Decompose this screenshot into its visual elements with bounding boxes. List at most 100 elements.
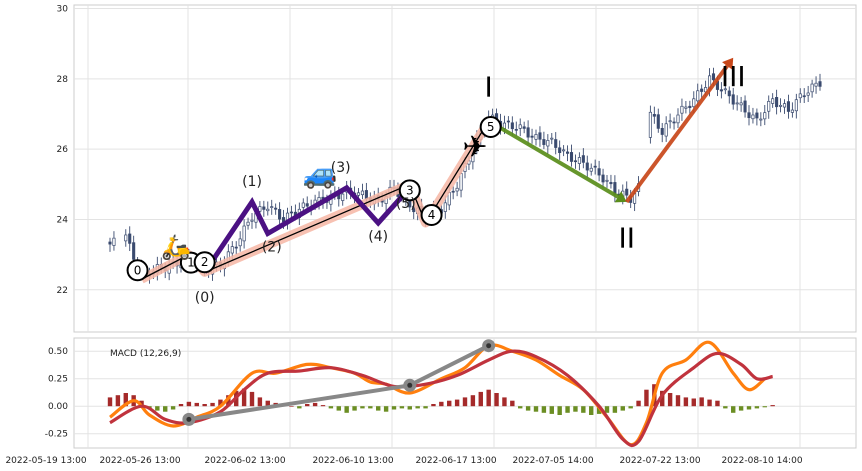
candle-body <box>593 165 597 168</box>
macd-legend: MACD (12,26,9) <box>110 349 181 359</box>
wave-label-3: 3 <box>406 183 414 197</box>
macd-xtick-label: 2022-05-19 13:00 <box>5 456 86 466</box>
candle-body <box>530 135 534 138</box>
macd-histogram-bar <box>241 388 247 407</box>
macd-histogram-bar <box>770 405 775 407</box>
macd-histogram-bar <box>202 404 207 407</box>
macd-histogram-bar <box>667 393 673 407</box>
macd-histogram-bar <box>604 406 610 413</box>
candle-body <box>755 112 759 119</box>
macd-ytick-label: 0.00 <box>48 402 68 412</box>
macd-histogram-bar <box>525 406 531 411</box>
candle-body <box>289 211 293 214</box>
candle-body <box>234 246 238 249</box>
candle-body <box>818 81 822 87</box>
candle-body <box>274 207 278 210</box>
macd-histogram-bar <box>762 406 767 408</box>
candle-body <box>230 246 234 254</box>
candle-body <box>554 139 558 148</box>
macd-histogram-bar <box>391 406 397 410</box>
macd-histogram-bar <box>723 406 728 409</box>
macd-histogram-bar <box>699 397 704 407</box>
candle-body <box>798 93 802 99</box>
macd-histogram-bar <box>186 401 192 407</box>
macd-histogram-bar <box>731 406 736 413</box>
candle-body <box>364 190 368 200</box>
candle-body <box>597 168 601 176</box>
subwave-label: (3) <box>331 160 351 176</box>
candle-body <box>238 238 242 247</box>
candle-body <box>250 219 254 222</box>
macd-xtick-label: 2022-07-22 13:00 <box>619 456 700 466</box>
candle-body <box>455 187 459 192</box>
candle-body <box>680 105 684 114</box>
price-ytick-label: 22 <box>57 286 68 296</box>
macd-histogram-bar <box>573 406 578 412</box>
wave-label-circle <box>193 251 216 274</box>
candle-body <box>443 202 447 212</box>
macd-histogram-bar <box>494 393 499 407</box>
candle-body <box>451 190 455 193</box>
macd-histogram-bar <box>581 406 586 413</box>
macd-ytick-label: 0.50 <box>48 347 68 357</box>
macd-histogram-bar <box>660 390 665 407</box>
arrow-wave-ii-shaft <box>487 119 620 199</box>
candle-body <box>625 188 629 196</box>
macd-histogram-bar <box>644 389 649 407</box>
candle-body <box>124 234 128 242</box>
macd-histogram-bar <box>518 406 523 409</box>
macd-xtick-label: 2022-06-02 13:00 <box>204 456 285 466</box>
candle-body <box>782 103 787 108</box>
macd-histogram-bar <box>683 397 689 407</box>
car-icon: 🚙 <box>303 157 338 190</box>
candle-body <box>108 241 112 245</box>
candle-body <box>779 104 783 107</box>
candle-body <box>656 114 660 129</box>
candle-body <box>660 127 664 135</box>
macd-histogram-bar <box>123 393 128 407</box>
macd-marker-dot-center <box>486 343 492 349</box>
subwave-label: (0) <box>195 290 215 306</box>
arrow-wave-iii-shaft <box>625 64 729 204</box>
macd-histogram-bar <box>557 406 562 415</box>
macd-histogram-bar <box>533 406 539 412</box>
candle-body <box>802 95 806 98</box>
candle-body <box>696 90 700 102</box>
wave-label-circle <box>126 259 149 282</box>
macd-histogram-bar <box>715 400 720 407</box>
candle-body <box>601 174 605 183</box>
macd-histogram-bar <box>297 406 302 409</box>
macd-histogram-bar <box>194 402 199 407</box>
candle-body <box>810 83 814 93</box>
wave-label-0: 0 <box>134 263 142 277</box>
macd-histogram-bar <box>549 406 554 414</box>
wave-label-4: 4 <box>428 208 436 222</box>
macd-histogram-bar <box>541 406 547 413</box>
macd-histogram-bar <box>163 406 168 412</box>
macd-xtick-label: 2022-06-10 13:00 <box>312 456 393 466</box>
macd-histogram-bar <box>470 395 476 407</box>
candle-body <box>341 193 345 201</box>
macd-histogram-bar <box>383 406 389 412</box>
candle-body <box>522 126 526 129</box>
macd-histogram-bar <box>218 399 223 407</box>
scooter-icon: 🛵 <box>161 233 191 261</box>
price-ytick-label: 30 <box>57 5 69 15</box>
macd-histogram-bar <box>415 406 420 409</box>
macd-histogram-bar <box>620 406 625 411</box>
candle-body <box>719 89 723 92</box>
candle-body <box>301 202 305 208</box>
candle-body <box>112 237 116 246</box>
candle-body <box>356 192 361 196</box>
macd-histogram-bar <box>399 406 405 409</box>
candle-body <box>775 97 779 108</box>
candle-body <box>558 147 562 154</box>
macd-histogram-bar <box>431 404 436 407</box>
wave-label-circle <box>398 179 421 202</box>
candle-body <box>577 157 581 164</box>
macd-histogram-bar <box>170 406 176 410</box>
candle-body <box>806 92 810 96</box>
candle-body <box>518 124 522 129</box>
candle-body <box>581 155 585 163</box>
macd-histogram-bar <box>502 397 507 407</box>
